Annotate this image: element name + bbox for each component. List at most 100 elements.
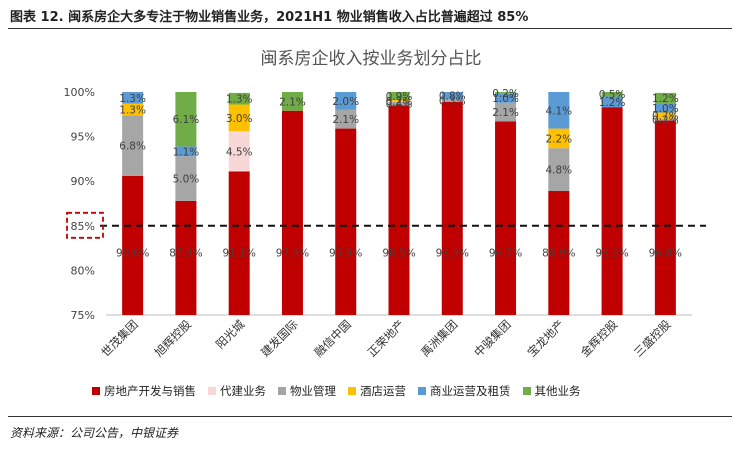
data-label: 0.2% [492, 88, 519, 100]
legend-item: 物业管理 [278, 383, 336, 399]
legend-swatch [92, 387, 100, 395]
data-label: 0.8% [439, 91, 466, 103]
data-label: 0.3% [439, 95, 466, 107]
data-label: 4.1% [545, 105, 572, 117]
bar-segment [175, 92, 197, 147]
bar-segment [175, 200, 197, 315]
x-tick-label: 禹洲集团 [418, 317, 460, 359]
legend-swatch [522, 387, 531, 395]
data-label: 2.0% [332, 96, 359, 108]
bar-segment [228, 104, 250, 132]
data-label: 1.3% [119, 93, 146, 105]
x-tick-label: 建发国际 [258, 317, 300, 359]
bar-segment [335, 109, 357, 129]
data-label: 1.2% [652, 93, 679, 105]
data-label: 5.0% [173, 174, 200, 186]
data-label: 98.5% [382, 248, 415, 260]
x-tick-label: 正荣地产 [365, 317, 407, 359]
data-label: 98.9% [436, 248, 469, 260]
figure-title: 图表 12. 闽系房企大多专注于物业销售业务，2021H1 物业销售收入占比普遍… [10, 10, 529, 25]
source-note: 资料来源：公司公告，中银证券 [10, 426, 179, 440]
bar-segment [335, 92, 357, 110]
legend-label: 其他业务 [534, 384, 581, 398]
data-label: 1.0% [492, 93, 519, 105]
bar-segment [495, 92, 517, 94]
data-label: 4.8% [545, 165, 572, 177]
data-label: 0.7% [652, 111, 679, 123]
legend-swatch [418, 387, 426, 395]
bar-segment [495, 102, 517, 122]
x-tick-label: 旭辉控股 [152, 317, 195, 360]
bar-segment [548, 191, 570, 315]
bar-segment [388, 101, 410, 106]
legend-item: 其他业务 [522, 383, 581, 399]
y-tick-label: 95% [71, 131, 95, 144]
top-rule [8, 28, 732, 29]
bar-segment [601, 107, 623, 315]
bar-segment [548, 128, 570, 149]
bar-segment [388, 92, 410, 101]
x-tick-label: 阳光城 [213, 317, 248, 352]
y-tick-label: 75% [71, 309, 95, 322]
legend-swatch [208, 387, 216, 395]
data-label: 1.2% [599, 97, 626, 109]
data-label: 3.0% [226, 113, 253, 125]
bottom-rule [8, 416, 732, 417]
data-label: 87.8% [169, 248, 202, 260]
bar-segment [388, 105, 410, 315]
bar-segment [654, 112, 676, 119]
y-tick-label: 90% [71, 175, 95, 188]
bar-segment [548, 92, 570, 129]
data-label: 2.1% [492, 107, 519, 119]
data-label: 1.0% [652, 103, 679, 115]
x-tick-label: 中骏集团 [471, 317, 513, 359]
data-label: 0.2% [386, 96, 413, 108]
reference-highlight-box [66, 211, 104, 239]
data-label: 0.9% [386, 91, 413, 103]
bar-segment [654, 92, 676, 104]
y-tick-label: 100% [64, 86, 95, 99]
bar-segment [388, 100, 410, 102]
legend-item: 房地产开发与销售 [92, 383, 196, 399]
x-tick-label: 融信中国 [311, 317, 353, 359]
bar-segment [654, 118, 676, 121]
bar-segment [175, 156, 197, 201]
bar-segment [441, 101, 463, 315]
data-label: 0.5% [599, 89, 626, 101]
data-label: 0.2% [652, 115, 679, 127]
legend-label: 代建业务 [220, 384, 266, 398]
data-label: 88.9% [542, 248, 575, 260]
y-tick-label: 80% [71, 264, 95, 277]
legend-label: 房地产开发与销售 [104, 384, 196, 398]
bar-segment [601, 92, 623, 97]
data-label: 98.3% [595, 248, 628, 260]
bar-segment [281, 92, 303, 111]
data-label: 96.8% [649, 248, 682, 260]
bar-segment [654, 103, 676, 113]
bar-segment [122, 103, 144, 116]
bar-segment [228, 171, 250, 315]
bar-segment [228, 131, 250, 172]
bar-segment [495, 93, 517, 103]
y-tick-label: 85% [71, 220, 95, 233]
bar-segment [441, 92, 463, 100]
legend-swatch [278, 387, 286, 395]
data-label: 0.4% [386, 99, 413, 111]
x-tick-label: 宝龙地产 [525, 317, 567, 359]
bar-segment [654, 120, 676, 315]
x-tick-label: 三盛控股 [631, 317, 674, 360]
data-label: 4.5% [226, 146, 253, 158]
bar-segment [228, 92, 250, 105]
bar-segment [548, 148, 570, 192]
data-label: 90.6% [116, 248, 149, 260]
data-label: 6.8% [119, 141, 146, 153]
bar-segment [335, 128, 357, 315]
data-label: 95.9% [329, 248, 362, 260]
legend-swatch [348, 387, 356, 395]
bar-segment [441, 99, 463, 102]
data-label: 2.1% [279, 96, 306, 108]
x-tick-label: 金辉控股 [578, 317, 621, 360]
data-label: 1.1% [173, 146, 200, 158]
